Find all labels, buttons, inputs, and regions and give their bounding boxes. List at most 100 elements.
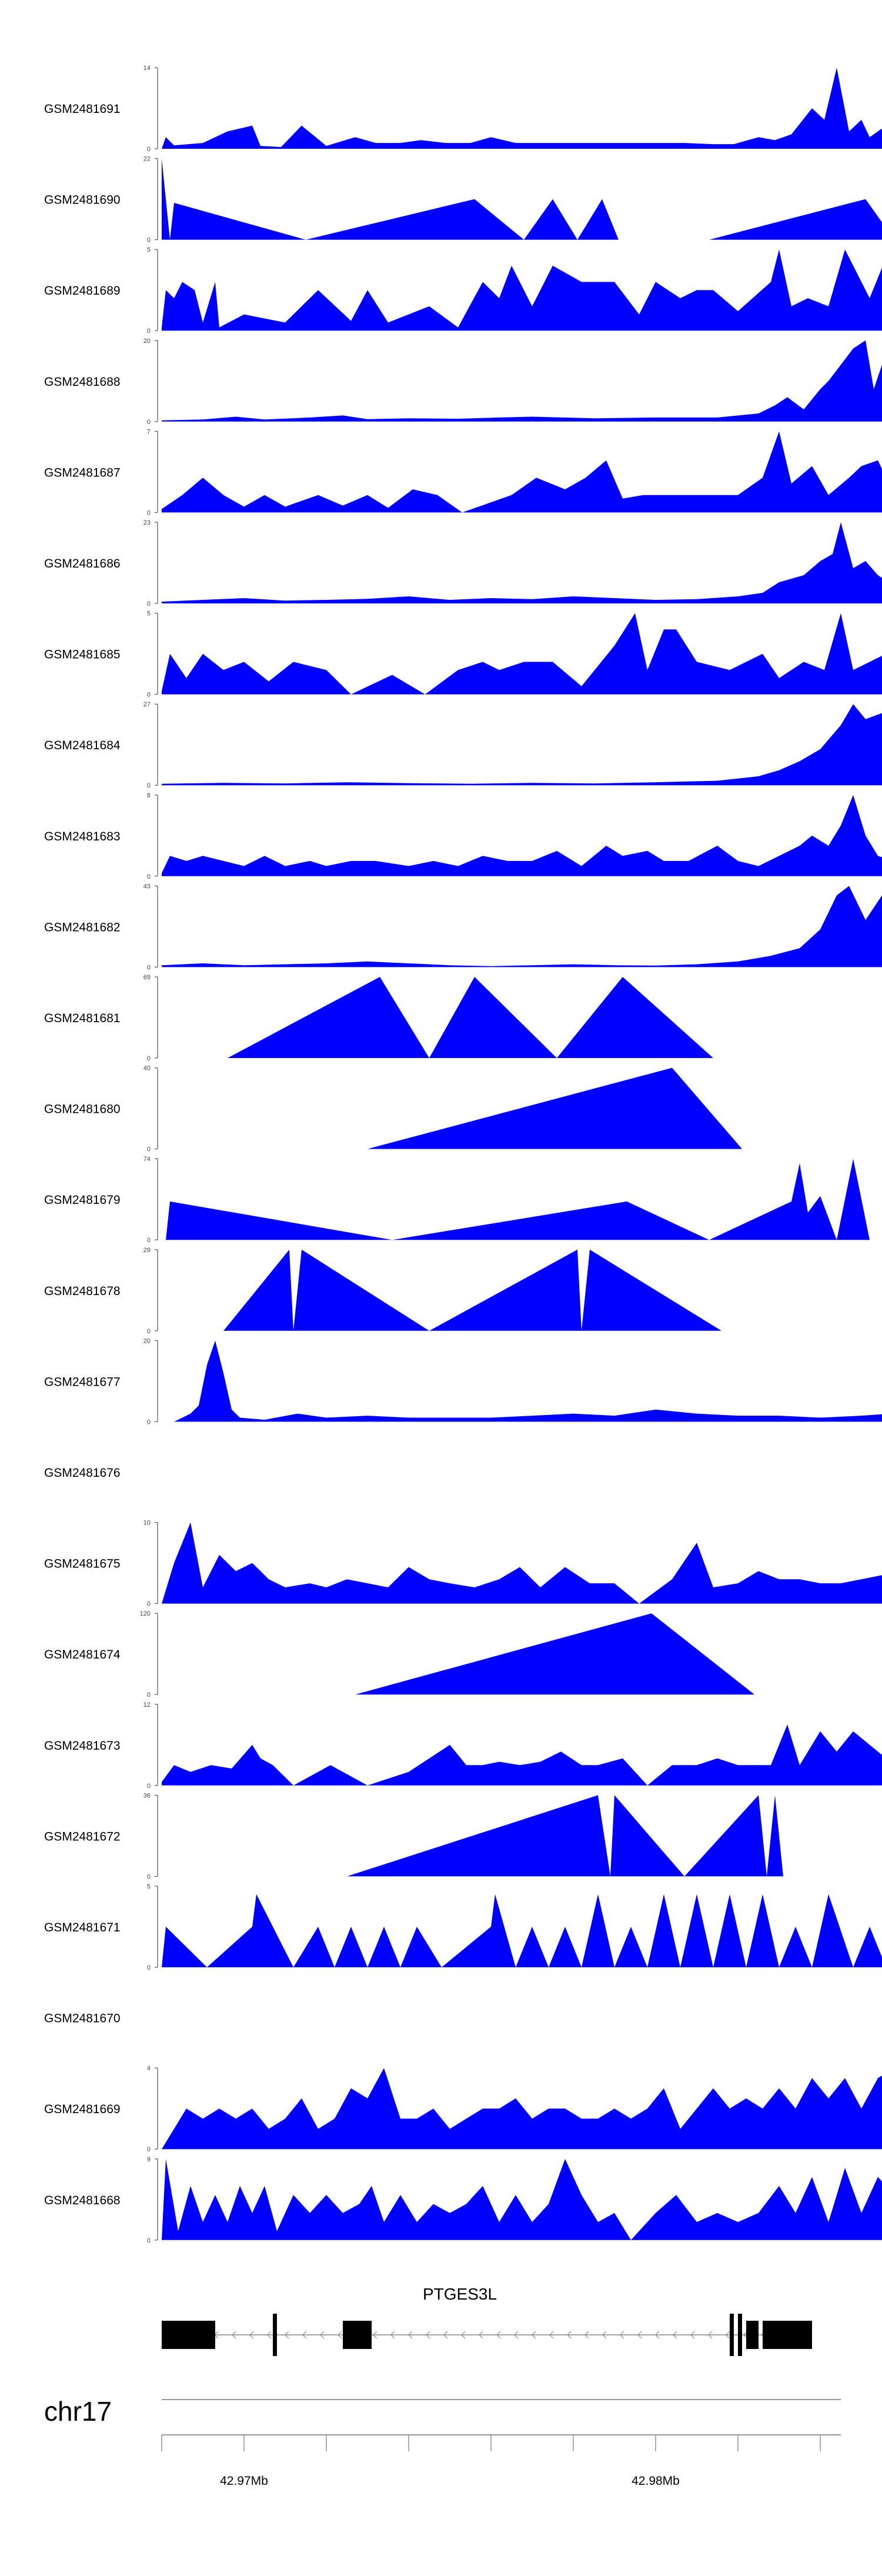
strand-arrow	[285, 2331, 289, 2339]
track-label: GSM2481671	[44, 1921, 121, 1934]
coverage-area	[166, 1159, 870, 1240]
y-tick-label: 0	[147, 964, 151, 971]
y-tick-label: 20	[143, 1337, 151, 1344]
y-tick-label: 0	[147, 2146, 151, 2153]
track-label: GSM2481670	[44, 2012, 121, 2026]
gene-exon	[273, 2314, 277, 2356]
y-tick-label: 0	[147, 2237, 151, 2244]
strand-arrow	[602, 2331, 607, 2339]
coverage-area	[162, 704, 882, 786]
strand-arrow	[232, 2331, 236, 2339]
y-tick-label: 74	[143, 1156, 151, 1163]
y-tick-label: 9	[147, 2156, 151, 2163]
y-tick-label: 36	[143, 1792, 151, 1799]
y-tick-label: 0	[147, 237, 151, 244]
strand-arrow	[726, 2331, 730, 2339]
y-tick-label: 14	[143, 65, 151, 72]
coverage-area	[162, 340, 882, 422]
y-tick-label: 0	[147, 692, 151, 699]
y-tick-label: 5	[147, 1883, 151, 1890]
coverage-area	[347, 1795, 783, 1877]
y-tick-label: 0	[147, 1055, 151, 1062]
strand-arrow	[514, 2331, 519, 2339]
y-tick-label: 12	[143, 1701, 151, 1709]
strand-arrow	[532, 2331, 536, 2339]
y-tick-label: 0	[147, 600, 151, 608]
coverage-area	[162, 1894, 882, 1967]
strand-arrow	[320, 2331, 325, 2339]
track-label: GSM2481684	[44, 739, 121, 752]
y-tick-label: 0	[147, 782, 151, 789]
track-label: GSM2481673	[44, 1739, 121, 1753]
strand-arrow	[690, 2331, 695, 2339]
gene-name: PTGES3L	[423, 2285, 497, 2303]
track-label: GSM2481678	[44, 1284, 121, 1298]
y-tick-label: 69	[143, 974, 151, 981]
coverage-area	[162, 68, 882, 149]
strand-arrow	[708, 2331, 713, 2339]
y-tick-label: 0	[147, 509, 151, 516]
track-label: GSM2481686	[44, 557, 121, 570]
track-label: GSM2481689	[44, 284, 121, 298]
gene-exon	[746, 2321, 759, 2349]
coverage-area	[174, 1340, 882, 1422]
strand-arrow	[338, 2331, 342, 2339]
y-tick-label: 7	[147, 428, 151, 435]
gene-exon	[162, 2321, 215, 2349]
strand-arrow	[373, 2331, 377, 2339]
track-label: GSM2481677	[44, 1375, 121, 1389]
track-label: GSM2481688	[44, 375, 121, 389]
y-tick-label: 0	[147, 1691, 151, 1699]
chromosome-label: chr17	[44, 2396, 112, 2427]
track-label: GSM2481690	[44, 193, 121, 207]
y-tick-label: 0	[147, 328, 151, 335]
coverage-area	[162, 522, 882, 603]
y-tick-label: 29	[143, 1247, 151, 1254]
strand-arrow	[637, 2331, 642, 2339]
y-tick-label: 0	[147, 1601, 151, 1608]
y-tick-label: 0	[147, 1964, 151, 1971]
gene-exon	[763, 2321, 812, 2349]
y-tick-label: 5	[147, 610, 151, 618]
coverage-area	[162, 1724, 882, 1786]
y-tick-label: 27	[143, 701, 151, 708]
strand-arrow	[426, 2331, 430, 2339]
y-tick-label: 0	[147, 146, 151, 153]
strand-arrow	[655, 2331, 660, 2339]
y-tick-label: 4	[147, 2065, 151, 2072]
y-tick-label: 0	[147, 1237, 151, 1244]
track-label: GSM2481687	[44, 466, 121, 479]
coverage-area	[162, 2158, 882, 2240]
y-tick-label: 43	[143, 883, 151, 890]
y-tick-label: 20	[143, 338, 151, 345]
strand-arrow	[673, 2331, 677, 2339]
track-label: GSM2481683	[44, 830, 121, 843]
coverage-area	[228, 977, 713, 1058]
axis-tick-label: 42.97Mb	[220, 2474, 268, 2488]
coverage-area	[162, 2068, 882, 2150]
track-label: GSM2481685	[44, 648, 121, 662]
y-tick-label: 0	[147, 1328, 151, 1335]
axis-tick-label: 42.98Mb	[632, 2474, 680, 2488]
coverage-area	[162, 158, 882, 240]
strand-arrow	[549, 2331, 554, 2339]
y-tick-label: 0	[147, 873, 151, 880]
y-tick-label: 23	[143, 519, 151, 526]
coverage-area	[162, 886, 882, 967]
track-label: GSM2481668	[44, 2194, 121, 2207]
track-label: GSM2481676	[44, 1466, 121, 1480]
strand-arrow	[620, 2331, 624, 2339]
coverage-area	[162, 795, 882, 876]
track-label: GSM2481672	[44, 1830, 121, 1843]
y-tick-label: 22	[143, 156, 151, 163]
y-tick-label: 0	[147, 1146, 151, 1153]
coverage-area	[162, 613, 882, 695]
track-label: GSM2481682	[44, 920, 121, 934]
y-tick-label: 10	[143, 1520, 151, 1527]
gene-exon	[730, 2314, 734, 2356]
y-tick-label: 0	[147, 419, 151, 426]
track-label: GSM2481674	[44, 1648, 121, 1661]
strand-arrow	[249, 2331, 254, 2339]
y-tick-label: 5	[147, 246, 151, 253]
